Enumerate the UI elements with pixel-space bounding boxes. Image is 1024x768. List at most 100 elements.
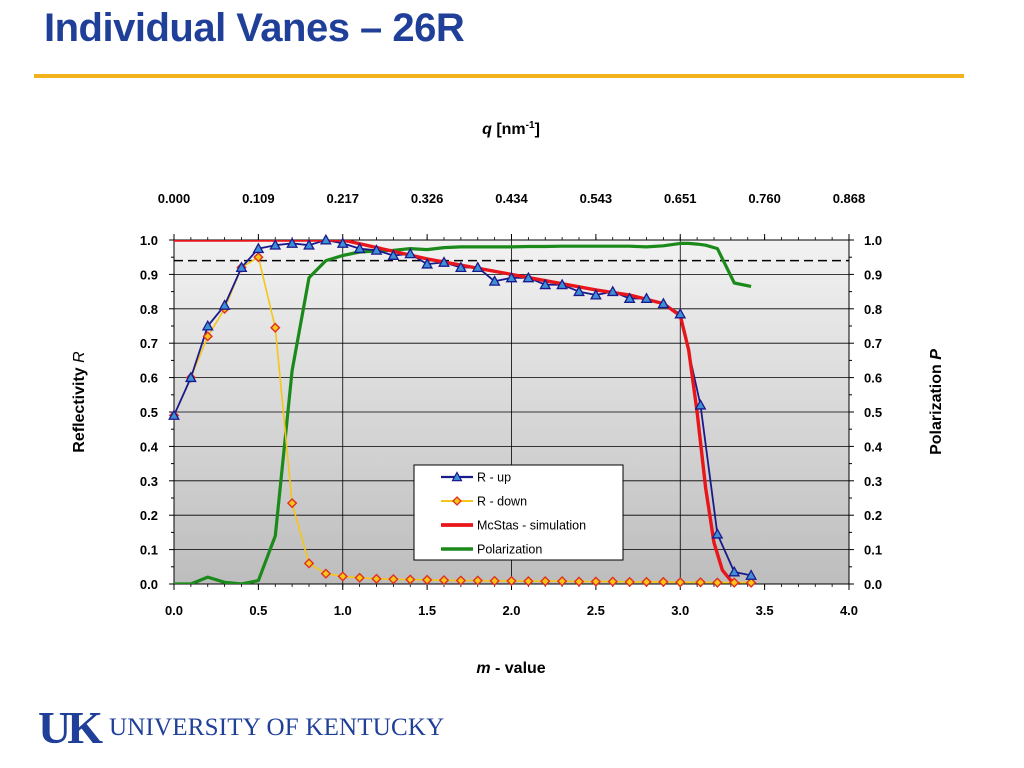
down-data-point bbox=[489, 575, 500, 587]
y-tick-label: 0.4 bbox=[140, 439, 159, 454]
university-logo: UK UNIVERSITY OF KENTUCKY bbox=[38, 704, 444, 752]
y2-tick-label: 0.3 bbox=[864, 474, 882, 489]
down-data-point bbox=[320, 568, 332, 579]
down-data-point bbox=[658, 576, 669, 588]
down-data-point bbox=[286, 497, 298, 509]
x-tick-label: 4.0 bbox=[840, 603, 858, 618]
up-data-point bbox=[640, 292, 653, 303]
x-tick-label: 0.5 bbox=[249, 603, 267, 618]
y2-tick-label: 0.8 bbox=[864, 302, 882, 317]
title-rule bbox=[34, 74, 964, 78]
series-line-mcstas-simulation bbox=[174, 240, 740, 584]
up-data-point bbox=[454, 261, 467, 273]
y2-tick-label: 0.7 bbox=[864, 336, 882, 351]
x-tick-label: 1.0 bbox=[334, 603, 352, 618]
left-axis-title: Reflectivity R bbox=[71, 351, 88, 453]
y2-tick-label: 1.0 bbox=[864, 233, 882, 248]
right-axis-title: Polarization P bbox=[928, 349, 945, 455]
up-data-point bbox=[471, 261, 484, 273]
up-data-point bbox=[303, 239, 315, 250]
y-tick-label: 0.1 bbox=[140, 543, 158, 558]
top-x-tick-label: 0.760 bbox=[748, 191, 781, 206]
y2-tick-label: 0.9 bbox=[864, 267, 882, 282]
down-data-point bbox=[354, 572, 365, 583]
up-data-point bbox=[573, 285, 585, 297]
legend-label: Polarization bbox=[477, 543, 542, 557]
legend-entry: McStas - simulation bbox=[441, 519, 586, 533]
top-x-tick-label: 0.543 bbox=[580, 191, 613, 206]
up-data-point bbox=[694, 398, 707, 410]
top-x-tick-label: 0.000 bbox=[158, 191, 191, 206]
down-data-point bbox=[573, 576, 585, 587]
up-data-point bbox=[657, 297, 670, 309]
top-tick-labels: 0.000 0.109 0.217 0.326 0.434 0.543 0.651 0.760… bbox=[158, 191, 866, 206]
top-x-tick-label: 0.326 bbox=[411, 191, 444, 206]
down-data-point bbox=[556, 576, 568, 587]
down-data-point bbox=[388, 573, 399, 585]
down-data-point bbox=[745, 577, 757, 588]
legend-entry: R - up bbox=[441, 471, 511, 485]
up-data-point bbox=[728, 565, 741, 577]
down-data-point bbox=[455, 575, 467, 586]
up-data-point bbox=[623, 292, 636, 303]
bottom-tick-labels: 0.0 0.5 1.0 1.5 2.0 2.5 3.0 3.5 4.0 bbox=[165, 603, 858, 618]
legend-label: R - down bbox=[477, 495, 527, 509]
top-x-tick-label: 0.217 bbox=[326, 191, 359, 206]
y-tick-label: 0.3 bbox=[140, 474, 158, 489]
slide-title: Individual Vanes – 26R bbox=[44, 6, 465, 50]
down-data-point bbox=[253, 252, 264, 263]
legend: R - up R - down McStas - simulation Polariz… bbox=[413, 464, 624, 561]
reflectivity-chart: 0.0 0.5 1.0 1.5 2.0 2.5 3.0 3.5 4.0 0.000 0.109 0.… bbox=[71, 120, 945, 677]
legend-marker bbox=[451, 471, 463, 482]
up-data-point bbox=[745, 569, 758, 580]
y-tick-label: 1.0 bbox=[140, 233, 158, 248]
down-data-point bbox=[641, 576, 652, 588]
y-tick-label: 0.8 bbox=[140, 302, 158, 317]
legend-label: R - up bbox=[477, 471, 511, 485]
down-data-point bbox=[303, 558, 315, 569]
up-data-point bbox=[421, 257, 434, 269]
y-tick-label: 0.2 bbox=[140, 508, 158, 523]
up-data-point bbox=[674, 307, 687, 319]
legend-marker bbox=[452, 496, 462, 506]
x-tick-label: 2.0 bbox=[502, 603, 520, 618]
y2-tick-label: 0.2 bbox=[864, 508, 882, 523]
up-data-point bbox=[606, 285, 619, 297]
y-tick-label: 0.7 bbox=[140, 336, 158, 351]
left-tick-labels: 0.0 0.1 0.2 0.3 0.4 0.5 0.6 0.7 0.8 0.9 1.0 bbox=[140, 233, 159, 592]
uk-logo-mark: UK bbox=[38, 702, 103, 753]
down-data-point bbox=[405, 574, 416, 585]
series-line-polarization bbox=[174, 241, 752, 584]
top-x-tick-label: 0.868 bbox=[833, 191, 866, 206]
up-data-point bbox=[438, 256, 450, 267]
x-tick-label: 3.0 bbox=[671, 603, 689, 618]
down-data-point bbox=[421, 574, 433, 586]
down-data-point bbox=[202, 331, 213, 342]
up-data-point bbox=[252, 242, 265, 254]
top-x-tick-label: 0.651 bbox=[664, 191, 697, 206]
up-data-point bbox=[286, 237, 299, 248]
up-data-point bbox=[218, 299, 231, 310]
up-data-point bbox=[488, 275, 501, 286]
y2-tick-label: 0.6 bbox=[864, 371, 882, 386]
top-x-tick-label: 0.434 bbox=[495, 191, 528, 206]
up-data-point bbox=[168, 409, 180, 420]
down-data-point bbox=[712, 577, 723, 588]
down-data-point bbox=[540, 576, 551, 587]
down-data-point bbox=[270, 322, 281, 333]
up-data-point bbox=[353, 242, 366, 254]
y-tick-label: 0.9 bbox=[140, 267, 158, 282]
x-tick-label: 3.5 bbox=[756, 603, 774, 618]
y2-tick-label: 0.0 bbox=[864, 577, 882, 592]
x-tick-label: 2.5 bbox=[587, 603, 605, 618]
up-data-point bbox=[404, 247, 417, 259]
legend-label: McStas - simulation bbox=[477, 519, 586, 533]
legend-entry: Polarization bbox=[441, 543, 542, 557]
down-data-point bbox=[695, 577, 706, 588]
down-data-point bbox=[337, 571, 348, 582]
up-data-point bbox=[387, 249, 400, 260]
up-data-point bbox=[589, 288, 602, 300]
down-data-point bbox=[729, 577, 740, 588]
right-tick-labels: 0.0 0.1 0.2 0.3 0.4 0.5 0.6 0.7 0.8 0.9 1.0 bbox=[864, 233, 883, 592]
up-data-point bbox=[711, 527, 724, 539]
